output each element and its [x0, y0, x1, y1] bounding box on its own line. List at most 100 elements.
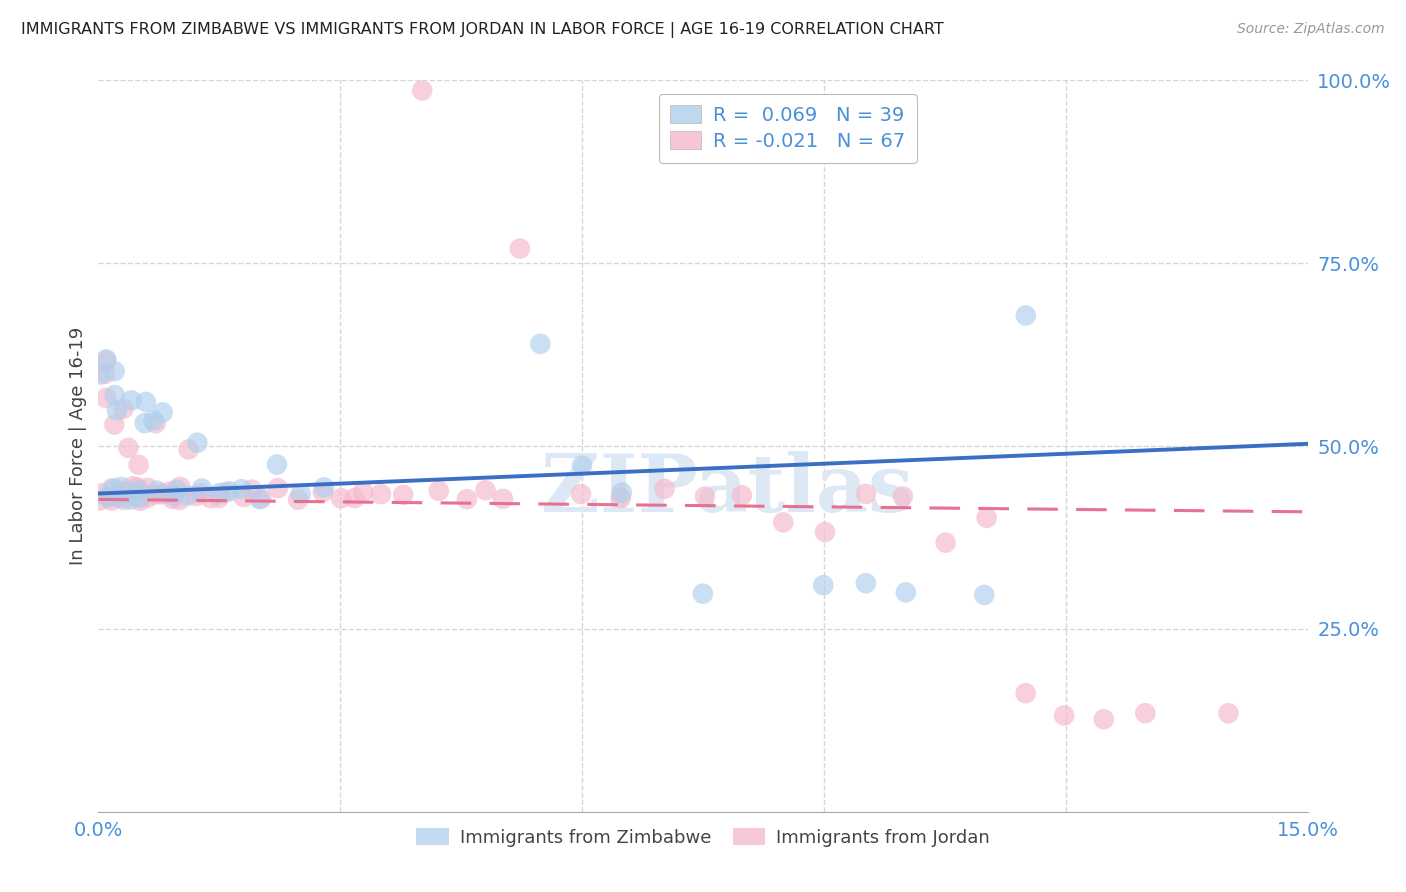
Point	[121, 479, 143, 493]
Point	[117, 441, 139, 455]
Point	[89, 368, 111, 382]
Point	[129, 493, 152, 508]
Point	[162, 489, 184, 503]
Legend: Immigrants from Zimbabwe, Immigrants from Jordan: Immigrants from Zimbabwe, Immigrants fro…	[409, 822, 997, 854]
Point	[249, 492, 271, 507]
Point	[127, 483, 149, 498]
Text: IMMIGRANTS FROM ZIMBABWE VS IMMIGRANTS FROM JORDAN IN LABOR FORCE | AGE 16-19 CO: IMMIGRANTS FROM ZIMBABWE VS IMMIGRANTS F…	[21, 22, 943, 38]
Point	[343, 491, 366, 505]
Point	[128, 458, 150, 472]
Point	[177, 442, 200, 457]
Point	[105, 403, 128, 417]
Point	[267, 481, 290, 495]
Point	[392, 488, 415, 502]
Point	[186, 489, 208, 503]
Point	[166, 483, 188, 497]
Point	[693, 490, 716, 504]
Point	[152, 405, 174, 419]
Point	[973, 588, 995, 602]
Point	[146, 483, 169, 498]
Text: Source: ZipAtlas.com: Source: ZipAtlas.com	[1237, 22, 1385, 37]
Point	[136, 481, 159, 495]
Point	[474, 483, 496, 498]
Point	[200, 491, 222, 506]
Point	[1092, 712, 1115, 726]
Point	[96, 353, 118, 368]
Point	[142, 413, 165, 427]
Point	[191, 482, 214, 496]
Point	[610, 485, 633, 500]
Point	[411, 83, 433, 97]
Point	[894, 585, 917, 599]
Point	[312, 480, 335, 494]
Point	[240, 483, 263, 497]
Point	[110, 491, 132, 505]
Point	[891, 490, 914, 504]
Point	[96, 352, 118, 367]
Point	[169, 493, 191, 508]
Point	[232, 490, 254, 504]
Point	[121, 487, 143, 501]
Y-axis label: In Labor Force | Age 16-19: In Labor Force | Age 16-19	[69, 326, 87, 566]
Point	[290, 487, 312, 501]
Point	[208, 491, 231, 505]
Point	[231, 482, 253, 496]
Point	[104, 482, 127, 496]
Point	[169, 480, 191, 494]
Point	[218, 484, 240, 499]
Point	[129, 491, 152, 505]
Point	[330, 491, 353, 506]
Point	[104, 490, 127, 504]
Point	[692, 587, 714, 601]
Point	[492, 491, 515, 506]
Point	[150, 486, 173, 500]
Point	[186, 435, 208, 450]
Point	[127, 480, 149, 494]
Point	[1135, 706, 1157, 721]
Point	[287, 492, 309, 507]
Point	[1053, 708, 1076, 723]
Point	[142, 487, 165, 501]
Point	[120, 492, 142, 507]
Point	[266, 458, 288, 472]
Point	[250, 491, 273, 506]
Point	[94, 367, 117, 381]
Point	[1015, 309, 1038, 323]
Point	[813, 578, 835, 592]
Point	[104, 388, 127, 402]
Point	[190, 486, 212, 500]
Point	[162, 491, 184, 506]
Point	[112, 401, 135, 416]
Point	[571, 458, 593, 473]
Point	[176, 489, 198, 503]
Point	[370, 487, 392, 501]
Point	[509, 242, 531, 256]
Point	[569, 487, 592, 501]
Point	[352, 485, 374, 500]
Point	[94, 391, 117, 405]
Point	[731, 488, 754, 502]
Point	[149, 487, 172, 501]
Point	[159, 484, 181, 499]
Point	[529, 336, 551, 351]
Point	[112, 492, 135, 507]
Point	[101, 493, 124, 508]
Point	[814, 524, 837, 539]
Point	[855, 576, 877, 591]
Point	[208, 486, 231, 500]
Point	[97, 491, 120, 505]
Point	[135, 395, 157, 409]
Point	[1015, 686, 1038, 700]
Point	[121, 393, 143, 408]
Point	[456, 492, 478, 507]
Point	[110, 480, 132, 494]
Point	[976, 511, 998, 525]
Point	[427, 483, 450, 498]
Point	[134, 416, 156, 430]
Point	[855, 487, 877, 501]
Point	[772, 516, 794, 530]
Point	[935, 535, 957, 549]
Point	[90, 486, 112, 500]
Text: ZIPatlas: ZIPatlas	[541, 450, 914, 529]
Point	[136, 491, 159, 505]
